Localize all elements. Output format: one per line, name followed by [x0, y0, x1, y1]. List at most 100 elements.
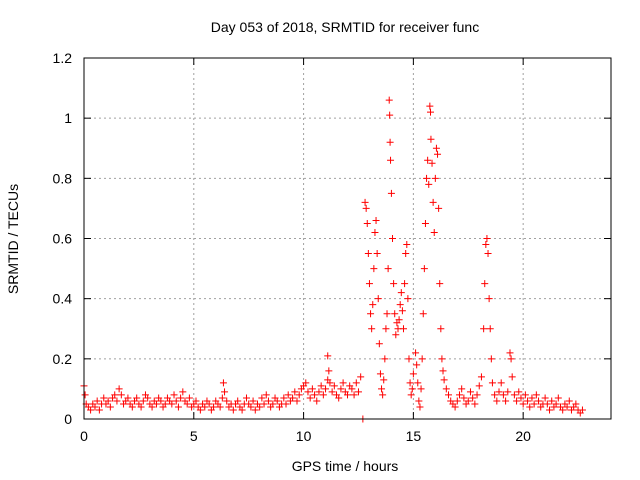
data-point [445, 391, 453, 399]
data-point [324, 352, 332, 360]
data-point [408, 385, 416, 393]
data-point [284, 391, 292, 399]
data-point [431, 174, 439, 182]
data-point [216, 403, 224, 411]
data-point [95, 406, 103, 414]
data-point [543, 400, 551, 408]
data-point [367, 310, 375, 318]
data-point [386, 138, 394, 146]
data-point [396, 301, 404, 309]
data-point [572, 400, 580, 408]
data-point [510, 391, 518, 399]
data-point [439, 367, 447, 375]
data-point [364, 250, 372, 258]
data-point [392, 331, 400, 339]
data-point [425, 180, 433, 188]
data-point [223, 397, 231, 405]
data-point [273, 397, 281, 405]
data-point [502, 397, 510, 405]
data-point [326, 379, 334, 387]
data-point [412, 349, 420, 357]
data-point [401, 280, 409, 288]
y-tick-label: 0.4 [53, 291, 73, 307]
data-point [258, 394, 266, 402]
data-point [260, 400, 268, 408]
data-point [386, 111, 394, 119]
data-point [373, 250, 381, 258]
data-point [174, 403, 182, 411]
data-point [354, 388, 362, 396]
data-point [369, 301, 377, 309]
data-point [183, 400, 191, 408]
data-point [407, 391, 415, 399]
data-point [161, 400, 169, 408]
data-point [371, 228, 379, 236]
data-point [339, 379, 347, 387]
data-point [499, 391, 507, 399]
data-point [483, 235, 491, 242]
data-point [437, 325, 445, 333]
x-tick-label: 0 [80, 428, 88, 444]
data-point [308, 385, 316, 393]
data-point [378, 385, 386, 393]
data-point [269, 400, 277, 408]
data-point [466, 388, 474, 396]
data-point [578, 406, 586, 414]
data-point [389, 235, 397, 242]
data-point [370, 265, 378, 273]
data-point [480, 325, 488, 333]
data-point [205, 400, 213, 408]
data-point [491, 391, 499, 399]
data-point [124, 394, 132, 402]
data-point [170, 391, 178, 399]
data-point [302, 379, 310, 387]
data-point [335, 394, 343, 402]
data-point [380, 376, 388, 384]
data-point [315, 388, 323, 396]
data-point [361, 198, 369, 206]
data-point [541, 394, 549, 402]
data-point [104, 397, 112, 405]
data-point [247, 403, 255, 411]
data-point [87, 406, 95, 414]
data-point [488, 379, 496, 387]
data-point [487, 355, 495, 363]
axis-ticks: 0 5 10 15 20 0 0.2 0.4 0.6 0.8 1 1.2 [53, 50, 611, 444]
data-point [357, 373, 365, 381]
data-point [379, 391, 387, 399]
data-point [348, 385, 356, 393]
data-point [521, 391, 529, 399]
data-point [218, 394, 226, 402]
data-point [508, 373, 516, 381]
data-point [420, 265, 428, 273]
data-point [352, 379, 360, 387]
data-point [251, 406, 259, 414]
data-point [387, 156, 395, 164]
data-point [477, 373, 485, 381]
data-point [423, 174, 431, 182]
data-point [427, 135, 435, 143]
data-point [337, 385, 345, 393]
data-point [139, 397, 147, 405]
data-point [306, 394, 314, 402]
data-point [133, 394, 141, 402]
data-point [117, 391, 125, 399]
data-point [395, 316, 403, 324]
data-point [484, 250, 492, 258]
data-point [513, 397, 521, 405]
data-point [559, 406, 567, 414]
data-point [548, 397, 556, 405]
data-point [519, 400, 527, 408]
data-point [368, 325, 376, 333]
chart-title: Day 053 of 2018, SRMTID for receiver fun… [211, 19, 479, 35]
data-point [81, 391, 89, 399]
data-point [344, 391, 351, 399]
y-tick-label: 1 [64, 110, 72, 126]
data-point [535, 397, 543, 405]
data-point [565, 397, 573, 405]
data-point [256, 403, 264, 411]
data-point [152, 400, 160, 408]
data-point [507, 355, 515, 363]
data-point [168, 400, 176, 408]
